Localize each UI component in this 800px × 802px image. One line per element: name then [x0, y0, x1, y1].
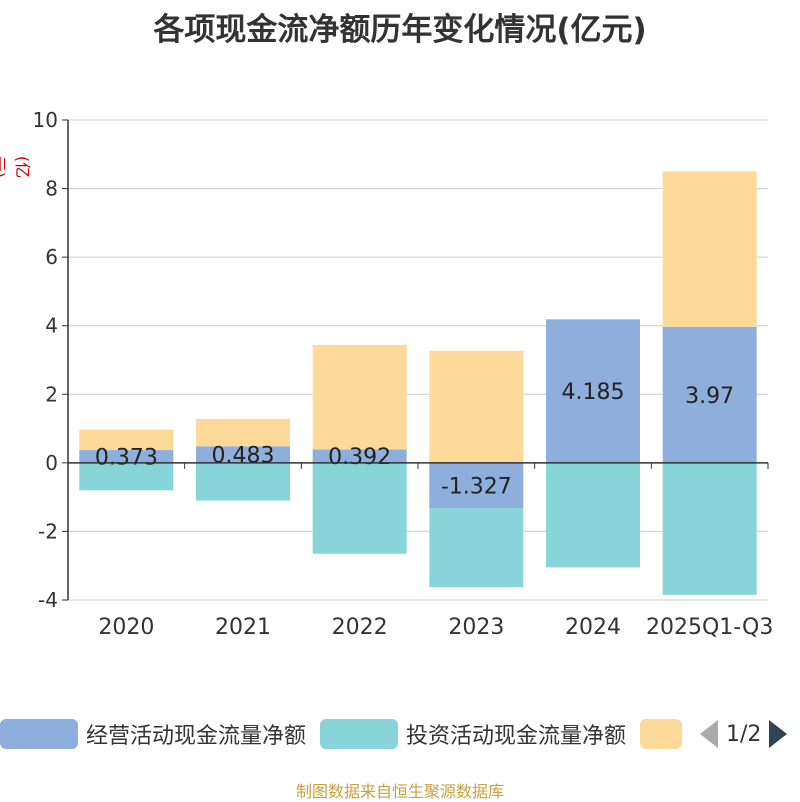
y-tick-label: 4	[45, 314, 58, 338]
y-tick-label: 10	[33, 108, 58, 132]
legend-pager: 1/2	[700, 716, 788, 752]
x-tick-label: 2022	[332, 615, 388, 640]
legend-label-operating: 经营活动现金流量净额	[86, 724, 307, 749]
bar-operating-2022	[312, 449, 407, 463]
data-label-operating-2021: 0.483	[212, 444, 275, 469]
bar-investing-2025Q1-Q3	[662, 462, 757, 595]
bar-investing-2022	[312, 462, 407, 554]
legend-item-investing[interactable]: 投资活动现金流量净额	[320, 716, 626, 752]
y-tick-label: 2	[45, 382, 58, 406]
legend-swatch-financing	[640, 719, 682, 749]
legend: 经营活动现金流量净额 投资活动现金流量净额 1/2	[0, 716, 800, 752]
bar-investing-2021	[196, 462, 290, 501]
y-tick-label: 0	[45, 451, 58, 475]
data-label-operating-2023: -1.327	[441, 475, 512, 500]
bar-financing-2022	[312, 344, 407, 450]
data-label-operating-2025Q1-Q3: 3.97	[685, 384, 734, 409]
bar-operating-2021	[196, 446, 290, 463]
bar-operating-2020	[79, 450, 174, 463]
legend-swatch-operating	[0, 719, 78, 749]
data-label-operating-2024: 4.185	[562, 380, 625, 405]
x-tick-label: 2021	[215, 615, 271, 640]
bar-financing-2021	[196, 418, 290, 447]
x-tick-label: 2024	[565, 615, 621, 640]
x-tick-label: 2025Q1-Q3	[646, 615, 773, 640]
bar-investing-2020	[79, 462, 174, 491]
bar-financing-2025Q1-Q3	[662, 171, 757, 327]
bar-operating-2024	[546, 319, 640, 463]
legend-item-operating[interactable]: 经营活动现金流量净额	[0, 716, 306, 752]
x-tick-label: 2023	[448, 615, 504, 640]
y-tick-label: -2	[38, 519, 58, 543]
chart-plot: 10 8 6 4 2 0 -2 -4 0.373 0.483 0.392 -1.327 4.185 3.9…	[33, 108, 774, 640]
bar-financing-2023	[429, 350, 524, 463]
bar-operating-2025Q1-Q3	[662, 326, 757, 463]
legend-item-financing[interactable]	[640, 716, 682, 752]
legend-prev-icon[interactable]	[700, 720, 718, 748]
legend-swatch-investing	[320, 719, 398, 749]
data-source: 制图数据来自恒生聚源数据库	[295, 782, 504, 801]
y-tick-label: 6	[45, 245, 58, 269]
y-tick-label: 8	[45, 177, 58, 201]
chart-title: 各项现金流净额历年变化情况(亿元)	[153, 12, 647, 48]
data-label-operating-2020: 0.373	[95, 445, 158, 470]
y-tick-label: -4	[38, 588, 58, 612]
data-label-operating-2022: 0.392	[328, 445, 391, 470]
bar-operating-2023	[429, 462, 524, 509]
bar-financing-2020	[79, 429, 174, 451]
legend-next-icon[interactable]	[769, 720, 788, 748]
bar-investing-2024	[546, 462, 640, 568]
legend-page-indicator: 1/2	[726, 721, 762, 747]
legend-label-investing: 投资活动现金流量净额	[406, 724, 627, 749]
x-tick-label: 2020	[98, 615, 154, 640]
bar-investing-2023	[429, 508, 524, 588]
